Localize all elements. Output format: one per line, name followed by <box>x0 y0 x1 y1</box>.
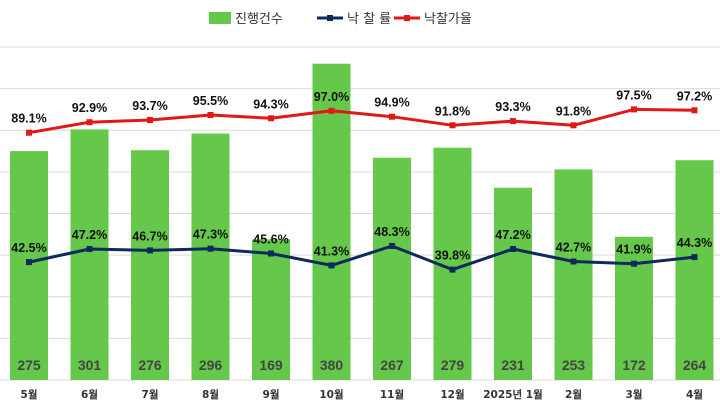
price-rate-value-label: 97.2% <box>677 89 712 103</box>
bar <box>252 239 290 380</box>
price-rate-point <box>26 129 32 136</box>
price-rate-point <box>510 118 516 125</box>
x-tick-label: 2025년 1월 <box>483 388 543 401</box>
rate-point <box>389 243 395 249</box>
price-rate-point <box>86 119 93 126</box>
rate-point <box>207 245 214 252</box>
legend-marker-price-rate <box>404 15 410 21</box>
rate-point <box>449 266 456 273</box>
price-rate-point <box>268 115 274 122</box>
legend: 진행건수 낙 찰 률 낙찰가율 <box>209 11 472 27</box>
rate-point <box>147 247 153 254</box>
rate-point <box>570 258 577 265</box>
price-rate-line <box>28 107 695 135</box>
x-tick-label: 4월 <box>686 388 703 401</box>
rate-point <box>631 260 637 267</box>
price-rate-value-label: 95.5% <box>193 94 228 108</box>
legend-label-price-rate: 낙찰가율 <box>424 12 472 27</box>
x-tick-label: 7월 <box>142 388 159 401</box>
rate-point <box>86 246 93 252</box>
bar <box>10 151 48 380</box>
bar-value-label: 275 <box>17 357 41 373</box>
price-rate-point <box>389 113 395 120</box>
price-rate-point <box>147 117 153 123</box>
bar-value-label: 276 <box>138 357 162 373</box>
price-rate-point <box>328 107 335 114</box>
rate-line <box>28 244 695 272</box>
bar <box>494 187 532 380</box>
bar-value-label: 301 <box>78 357 102 373</box>
line-series <box>26 106 698 273</box>
legend-marker-rate <box>327 15 333 21</box>
rate-value-label: 47.2% <box>495 228 530 242</box>
bar-value-label: 296 <box>199 357 223 373</box>
bar <box>615 236 653 380</box>
rate-point <box>268 250 274 257</box>
rate-value-label: 44.3% <box>677 236 712 250</box>
x-tick-label: 5월 <box>21 388 38 401</box>
gridlines <box>0 46 720 381</box>
x-tick-label: 3월 <box>626 388 643 401</box>
price-rate-value-label: 93.7% <box>132 99 167 113</box>
legend-swatch-bars <box>209 12 231 24</box>
x-tick-label: 8월 <box>202 388 219 401</box>
bar <box>312 63 351 380</box>
bar-value-label: 264 <box>683 357 707 373</box>
price-rate-point <box>691 107 698 114</box>
rate-point <box>510 246 516 252</box>
bar <box>675 160 714 380</box>
price-rate-point <box>570 122 577 129</box>
bar-value-label: 169 <box>259 357 283 373</box>
x-tick-label: 12월 <box>440 388 464 401</box>
rate-value-label: 42.7% <box>556 241 591 255</box>
bar-value-label: 279 <box>441 357 465 373</box>
x-tick-label: 2월 <box>565 388 582 401</box>
x-tick-label: 9월 <box>263 388 280 401</box>
price-rate-value-label: 93.3% <box>495 100 530 114</box>
rate-value-label: 46.7% <box>132 229 167 243</box>
legend-label-rate: 낙 찰 률 <box>347 12 391 27</box>
price-rate-value-label: 97.5% <box>616 88 651 102</box>
price-rate-point <box>449 122 456 129</box>
price-rate-value-label: 94.3% <box>253 97 288 111</box>
rate-value-label: 48.3% <box>374 225 409 239</box>
data-labels: 275 301 276 296 169 380 267 279 231 253 172 264 42.5… <box>11 88 712 373</box>
x-axis: 5월 6월 7월 8월 9월 10월 11월 12월 2025년 1월 2월 3월 4월 <box>21 388 703 401</box>
rate-point <box>691 254 698 261</box>
legend-label-bars: 진행건수 <box>235 11 283 27</box>
bar <box>191 133 230 380</box>
price-rate-value-label: 91.8% <box>435 104 470 118</box>
price-rate-point <box>631 106 637 113</box>
rate-point <box>328 262 335 269</box>
bar <box>131 150 169 380</box>
rate-value-label: 45.6% <box>253 233 288 247</box>
rate-value-label: 47.2% <box>72 228 107 242</box>
price-rate-value-label: 97.0% <box>314 90 349 104</box>
x-tick-label: 6월 <box>81 388 98 401</box>
bar <box>554 169 593 380</box>
price-rate-value-label: 92.9% <box>72 101 107 115</box>
bar-value-label: 380 <box>320 357 344 373</box>
price-rate-value-label: 89.1% <box>11 112 46 126</box>
bar <box>70 129 109 380</box>
rate-value-label: 41.9% <box>616 243 651 257</box>
bar <box>373 157 411 380</box>
rate-value-label: 39.8% <box>435 249 470 263</box>
rate-value-label: 41.3% <box>314 244 349 258</box>
x-tick-label: 10월 <box>319 388 343 401</box>
rate-value-label: 47.3% <box>193 228 228 242</box>
bar-series <box>10 63 714 380</box>
bar-value-label: 267 <box>380 357 404 373</box>
price-rate-value-label: 91.8% <box>556 104 591 118</box>
bar-value-label: 172 <box>622 357 646 373</box>
x-tick-label: 11월 <box>380 388 404 401</box>
bar-value-label: 231 <box>501 357 525 373</box>
bar-value-label: 253 <box>562 357 586 373</box>
price-rate-value-label: 94.9% <box>374 96 409 110</box>
price-rate-point <box>207 112 214 118</box>
rate-point <box>26 259 32 266</box>
rate-value-label: 42.5% <box>11 241 46 255</box>
